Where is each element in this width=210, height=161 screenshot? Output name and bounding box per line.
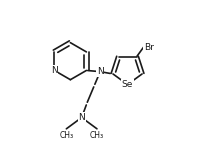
- Text: Br: Br: [144, 43, 154, 52]
- Text: CH₃: CH₃: [59, 131, 74, 140]
- Text: N: N: [51, 66, 58, 75]
- Text: Se: Se: [122, 80, 133, 89]
- Text: CH₃: CH₃: [90, 131, 104, 140]
- Text: N: N: [78, 113, 85, 122]
- Text: N: N: [97, 67, 104, 76]
